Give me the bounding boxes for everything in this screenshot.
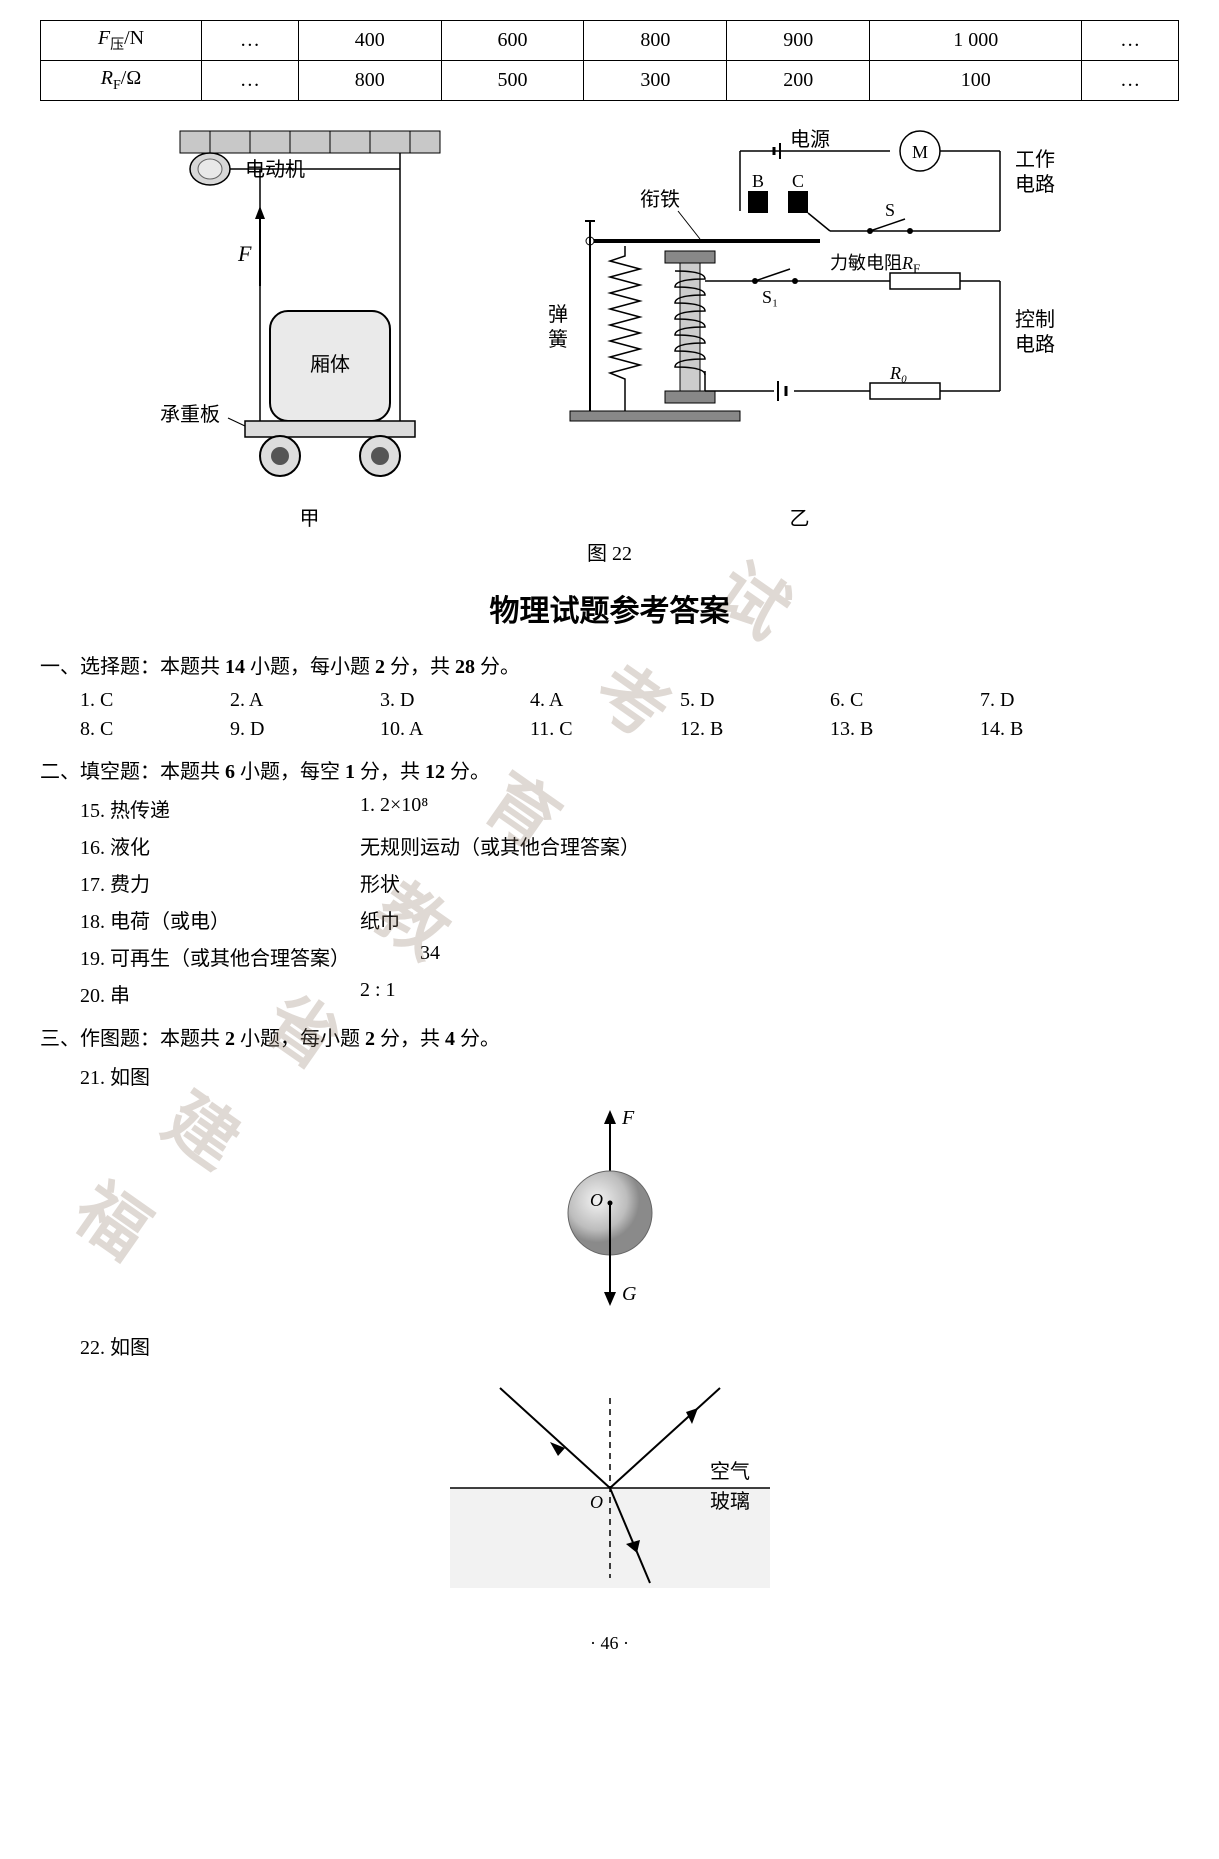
- rf-label: 力敏电阻RF: [830, 253, 920, 276]
- section-2-head: 二、填空题：本题共 6 小题，每空 1 分，共 12 分。: [40, 755, 1179, 784]
- cell: 800: [298, 61, 441, 101]
- answer: 12. B: [680, 718, 830, 741]
- answer: 2. A: [230, 689, 380, 712]
- cell: 300: [584, 61, 727, 101]
- work-circuit-label-2: 电路: [1015, 173, 1055, 196]
- q21-f: F: [621, 1107, 635, 1129]
- table-row: F压/N … 400 600 800 900 1 000 …: [41, 21, 1179, 61]
- answer: 10. A: [380, 718, 530, 741]
- cell: 600: [441, 21, 584, 61]
- row2-label: RF/Ω: [41, 61, 202, 101]
- cell: …: [202, 21, 299, 61]
- contact-b: B: [752, 171, 764, 191]
- figure-22-left: 电动机 F 厢体 承重板 甲: [150, 121, 470, 531]
- plate-label: 承重板: [160, 403, 220, 426]
- fill-17: 17. 费力形状: [40, 868, 1179, 897]
- answer: 5. D: [680, 689, 830, 712]
- work-circuit-label-1: 工作: [1015, 148, 1055, 171]
- q22-glass: 玻璃: [710, 1490, 750, 1513]
- box-label: 厢体: [310, 353, 350, 376]
- answer: 7. D: [980, 689, 1130, 712]
- answer: 13. B: [830, 718, 980, 741]
- motor-m: M: [912, 142, 928, 162]
- cell: …: [202, 61, 299, 101]
- page-number: · 46 ·: [40, 1633, 1179, 1654]
- cell: 400: [298, 21, 441, 61]
- cell: 800: [584, 21, 727, 61]
- armature-label: 衔铁: [640, 188, 680, 211]
- fill-15: 15. 热传递1. 2×10⁸: [40, 794, 1179, 823]
- q22-figure: O 空气 玻璃: [40, 1368, 1179, 1603]
- q21-label: 21. 如图: [40, 1061, 1179, 1090]
- cell: 200: [727, 61, 870, 101]
- fig-right-label: 乙: [530, 502, 1070, 531]
- r0-label: R₀: [889, 363, 907, 383]
- q21-o: O: [590, 1190, 603, 1210]
- cell: 900: [727, 21, 870, 61]
- answers-row-1: 1. C 2. A 3. D 4. A 5. D 6. C 7. D: [40, 689, 1179, 712]
- contact-c: C: [792, 171, 804, 191]
- elevator-diagram: 电动机 F 厢体 承重板: [150, 121, 470, 491]
- answer: 9. D: [230, 718, 380, 741]
- fill-19: 19. 可再生（或其他合理答案）34: [40, 942, 1179, 971]
- data-table: F压/N … 400 600 800 900 1 000 … RF/Ω … 80…: [40, 20, 1179, 101]
- spring-label-2: 簧: [548, 328, 568, 351]
- cell: 1 000: [870, 21, 1082, 61]
- answer: 14. B: [980, 718, 1130, 741]
- section-1-head: 一、选择题：本题共 14 小题，每小题 2 分，共 28 分。: [40, 650, 1179, 679]
- fill-18: 18. 电荷（或电）纸巾: [40, 905, 1179, 934]
- figure-22-right: 电源 M 工作 电路 B C S 衔铁: [530, 121, 1070, 531]
- q21-g: G: [622, 1283, 637, 1305]
- q22-air: 空气: [710, 1460, 750, 1483]
- fill-20: 20. 串2 : 1: [40, 979, 1179, 1008]
- q22-label: 22. 如图: [40, 1331, 1179, 1360]
- answers-row-2: 8. C 9. D 10. A 11. C 12. B 13. B 14. B: [40, 718, 1179, 741]
- table-row: RF/Ω … 800 500 300 200 100 …: [41, 61, 1179, 101]
- answer: 8. C: [80, 718, 230, 741]
- answer: 1. C: [80, 689, 230, 712]
- answer: 4. A: [530, 689, 680, 712]
- cell: 100: [870, 61, 1082, 101]
- ctrl-circuit-label-1: 控制: [1015, 308, 1055, 331]
- answer: 6. C: [830, 689, 980, 712]
- answer: 3. D: [380, 689, 530, 712]
- ctrl-circuit-label-2: 电路: [1015, 333, 1055, 356]
- cell: …: [1082, 21, 1179, 61]
- switch-s1: S₁: [762, 287, 778, 307]
- circuit-diagram: 电源 M 工作 电路 B C S 衔铁: [530, 121, 1070, 491]
- fig-left-label: 甲: [150, 502, 470, 531]
- page-title: 物理试题参考答案: [40, 586, 1179, 630]
- figure-22: 电动机 F 厢体 承重板 甲: [40, 121, 1179, 531]
- row1-label: F压/N: [41, 21, 202, 61]
- fill-16: 16. 液化无规则运动（或其他合理答案）: [40, 831, 1179, 860]
- switch-s: S: [885, 200, 895, 220]
- q21-figure: F O G: [40, 1098, 1179, 1323]
- source-label: 电源: [790, 128, 830, 151]
- force-label: F: [237, 241, 252, 266]
- section-3-head: 三、作图题：本题共 2 小题，每小题 2 分，共 4 分。: [40, 1022, 1179, 1051]
- answer: 11. C: [530, 718, 680, 741]
- cell: …: [1082, 61, 1179, 101]
- q22-o: O: [590, 1492, 603, 1512]
- cell: 500: [441, 61, 584, 101]
- spring-label-1: 弹: [548, 303, 568, 326]
- figure-caption: 图 22: [40, 537, 1179, 566]
